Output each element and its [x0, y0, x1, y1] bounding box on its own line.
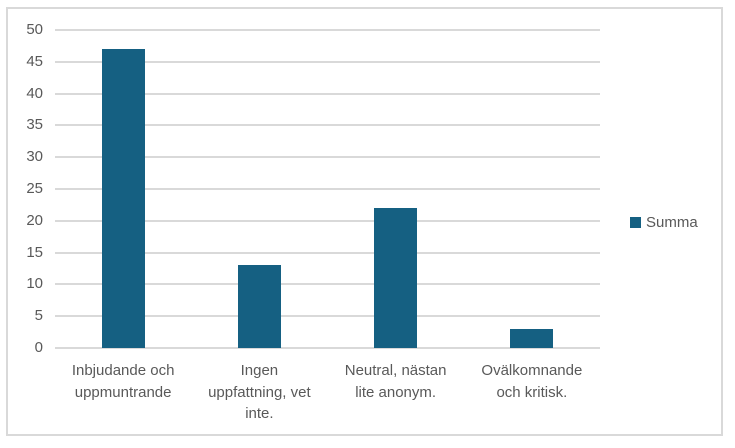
x-axis-category-label-line: lite anonym. [355, 383, 437, 401]
bar [510, 328, 554, 348]
x-axis-category-label-line: Ovälkomnande [481, 362, 583, 379]
gridline [55, 29, 600, 31]
gridline [55, 188, 600, 190]
bar [374, 208, 418, 348]
bar [237, 265, 281, 348]
y-axis-tick-label: 25 [26, 180, 43, 197]
y-axis-tick-label: 40 [26, 84, 43, 102]
x-axis-category-label-line: inte. [245, 405, 274, 422]
x-axis-category-label-line: Ingen [240, 362, 279, 379]
gridline [55, 124, 600, 127]
x-axis-category-label-line: uppfattning, vet [208, 383, 311, 401]
legend-swatch-icon [630, 217, 641, 228]
x-axis-category-label-line: Inbjudande och [71, 362, 175, 379]
gridline [55, 347, 600, 349]
x-axis-category-label-line: Neutral, nästan [344, 362, 447, 379]
gridline [55, 60, 600, 63]
y-axis-tick-label: 0 [34, 339, 43, 356]
y-axis-tick-label: 15 [26, 243, 43, 261]
x-axis-category-label-line: och kritisk. [496, 383, 568, 401]
x-axis-category-label: Ingen uppfattning, vet inte. [191, 360, 327, 425]
y-axis-tick-label: 30 [26, 148, 43, 166]
gridline [55, 251, 600, 254]
legend-label: Summa [646, 214, 698, 231]
x-axis-category-label: Inbjudande och uppmuntrande [55, 360, 191, 403]
gridline [55, 156, 600, 159]
y-axis-tick-label: 20 [26, 211, 43, 229]
x-axis-category-label: Neutral, nästan lite anonym. [328, 360, 464, 403]
y-axis-tick-label: 10 [26, 275, 43, 293]
x-axis-category-label-line: uppmuntrande [74, 383, 172, 401]
y-axis-tick-label: 50 [26, 21, 43, 38]
x-axis-category-label: Ovälkomnande och kritisk. [464, 360, 600, 403]
y-axis-tick-label: 5 [34, 307, 43, 325]
bar [101, 49, 145, 348]
y-axis-tick-label: 35 [26, 116, 43, 134]
gridline [55, 315, 600, 318]
gridline [55, 283, 600, 286]
y-axis-tick-label: 45 [26, 52, 43, 70]
legend: Summa [630, 214, 698, 231]
gridline [55, 92, 600, 95]
gridline [55, 219, 600, 222]
